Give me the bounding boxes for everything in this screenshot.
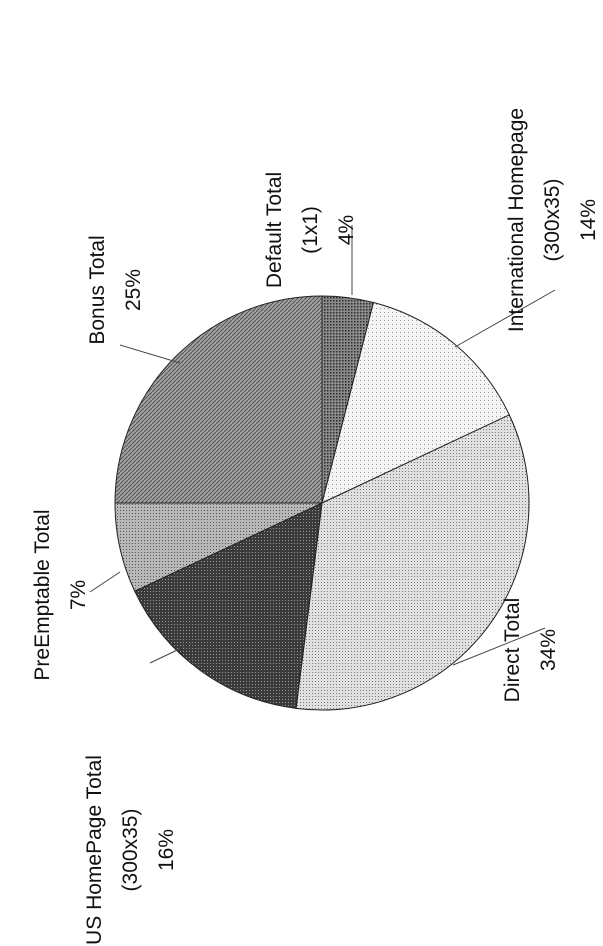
leader-line-1: [454, 289, 556, 348]
pie-slice-1: [321, 301, 510, 504]
slice-name-label: Bonus Total: [86, 235, 109, 344]
pie-slice-2: [295, 414, 530, 711]
leader-line-2: [452, 627, 546, 666]
slice-name-label: (300x35): [119, 809, 142, 892]
slice-value-label: 34%: [537, 629, 560, 671]
slice-label-3: US HomePage Total (300x35) 16%: [83, 755, 178, 945]
leader-line-3: [149, 642, 193, 664]
pie-slice-5: [114, 295, 323, 504]
slice-name-label: International Homepage: [505, 108, 528, 332]
slice-name-label: (300x35): [541, 179, 564, 262]
pie-slices: [114, 295, 530, 711]
slice-label-5: Bonus Total 25%: [86, 235, 145, 344]
slice-value-label: 25%: [122, 269, 145, 311]
slice-name-label: PreEmptable Total: [31, 509, 54, 680]
pie-slice-3: [134, 502, 323, 709]
slice-name-label: US HomePage Total: [83, 755, 106, 945]
slice-value-label: 7%: [67, 580, 90, 610]
leader-line-4: [89, 571, 121, 593]
slice-name-label: Default Total: [263, 172, 286, 288]
slice-value-label: 14%: [577, 199, 600, 241]
slice-value-label: 16%: [155, 829, 178, 871]
slice-name-label: (1x1): [299, 206, 322, 254]
slice-label-2: Direct Total 34%: [501, 598, 560, 703]
slice-value-label: 4%: [335, 215, 358, 245]
leader-line-5: [119, 344, 181, 364]
slice-labels: Default Total (1x1) 4% International Homepa…: [31, 108, 600, 945]
slice-label-4: PreEmptable Total 7%: [31, 509, 90, 680]
slice-label-1: International Homepage (300x35) 14%: [505, 108, 600, 332]
slice-name-label: Direct Total: [501, 598, 524, 703]
slice-label-0: Default Total (1x1) 4%: [263, 172, 358, 288]
leader-lines: [89, 225, 556, 666]
